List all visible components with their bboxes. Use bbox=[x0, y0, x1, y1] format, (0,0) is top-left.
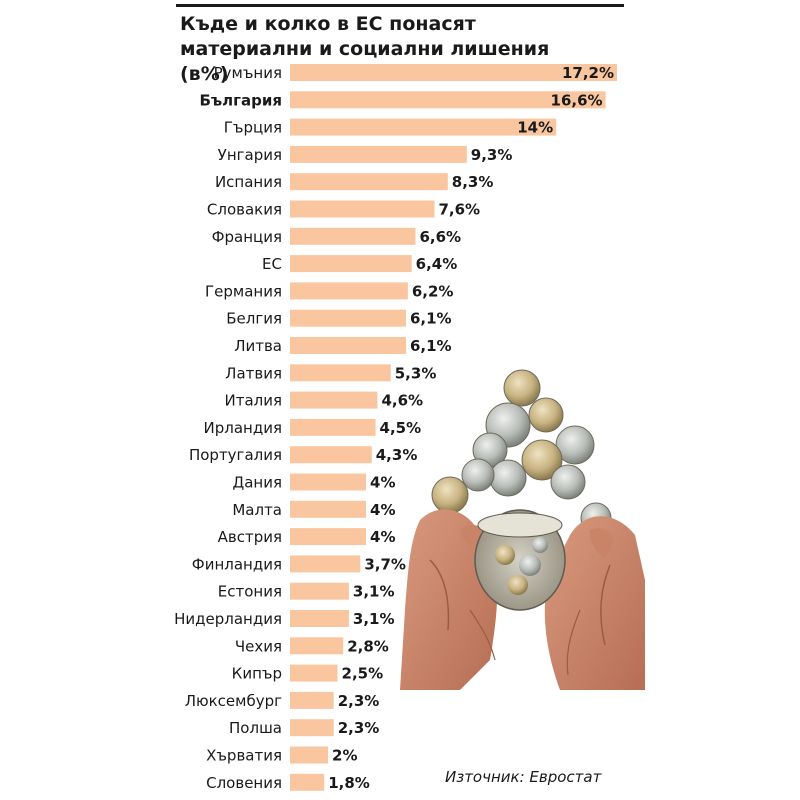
value-label: 2,3% bbox=[338, 719, 380, 737]
category-label: Словакия bbox=[207, 201, 282, 219]
value-label: 4,5% bbox=[380, 419, 422, 437]
bar-3 bbox=[290, 145, 467, 163]
category-label: Австрия bbox=[218, 528, 282, 546]
category-label: Румъния bbox=[214, 64, 282, 82]
bar-1 bbox=[290, 91, 606, 109]
bar-14 bbox=[290, 446, 372, 464]
bar-0 bbox=[290, 64, 617, 81]
chart-title: Къде и колко в ЕС понасят материални и с… bbox=[180, 13, 550, 85]
category-label: България bbox=[199, 91, 282, 109]
bar-8 bbox=[290, 282, 408, 300]
bar-26 bbox=[290, 773, 325, 791]
value-label: 14% bbox=[517, 119, 553, 137]
bar-17 bbox=[290, 528, 367, 546]
value-label: 6,2% bbox=[412, 282, 454, 300]
value-label: 9,3% bbox=[471, 146, 513, 164]
category-label: Ирландия bbox=[204, 419, 282, 437]
bar-22 bbox=[290, 664, 338, 682]
value-label: 17,2% bbox=[562, 64, 614, 82]
category-label: Дания bbox=[233, 474, 283, 492]
bar-20 bbox=[290, 610, 349, 627]
category-label: Чехия bbox=[235, 637, 282, 655]
category-label: Испания bbox=[215, 173, 282, 191]
value-label: 4% bbox=[370, 501, 395, 519]
category-label: Нидерландия bbox=[174, 610, 282, 628]
category-label: Франция bbox=[212, 228, 282, 246]
value-label: 3,7% bbox=[364, 555, 406, 573]
bar-21 bbox=[290, 637, 344, 655]
value-label: 7,6% bbox=[438, 201, 480, 219]
category-label: Гърция bbox=[224, 119, 282, 137]
category-label: Кипър bbox=[232, 665, 282, 683]
value-label: 6,1% bbox=[410, 310, 452, 328]
category-label: Естония bbox=[218, 583, 282, 601]
value-label: 2,5% bbox=[342, 665, 384, 683]
value-label: 6,1% bbox=[410, 337, 452, 355]
value-label: 5,3% bbox=[395, 364, 437, 382]
value-label: 3,1% bbox=[353, 583, 395, 601]
bar-4 bbox=[290, 173, 448, 191]
category-label: Латвия bbox=[225, 364, 282, 382]
bar-25 bbox=[290, 746, 329, 764]
coins-hands-photo bbox=[400, 369, 645, 690]
category-label: Хърватия bbox=[206, 747, 282, 765]
bar-11 bbox=[290, 364, 391, 382]
category-label: Словения bbox=[206, 774, 282, 792]
category-label: Белгия bbox=[226, 310, 282, 328]
value-label: 6,4% bbox=[416, 255, 458, 273]
bar-12 bbox=[290, 391, 378, 409]
source-note: Източник: Евростат bbox=[445, 768, 602, 786]
value-label: 2,3% bbox=[338, 692, 380, 710]
coin-jar bbox=[474, 509, 566, 611]
value-label: 16,6% bbox=[551, 91, 603, 109]
bar-7 bbox=[290, 255, 412, 273]
value-label: 4,6% bbox=[381, 392, 423, 410]
bar-18 bbox=[290, 555, 361, 573]
value-label: 6,6% bbox=[419, 228, 461, 246]
value-label: 3,1% bbox=[353, 610, 395, 628]
value-label: 8,3% bbox=[452, 173, 494, 191]
bar-16 bbox=[290, 500, 367, 518]
bar-24 bbox=[290, 719, 334, 737]
value-label: 1,8% bbox=[328, 774, 370, 792]
bar-23 bbox=[290, 691, 334, 709]
bar-19 bbox=[290, 582, 349, 600]
bar-6 bbox=[290, 227, 416, 245]
value-label: 4,3% bbox=[376, 446, 418, 464]
coin-pile bbox=[431, 369, 612, 534]
category-label: ЕС bbox=[262, 255, 282, 273]
category-label: Полша bbox=[229, 719, 282, 737]
bar-2 bbox=[290, 118, 557, 136]
category-label: Унгария bbox=[218, 146, 282, 164]
bar-10 bbox=[290, 337, 406, 354]
value-label: 2% bbox=[332, 747, 357, 765]
bar-9 bbox=[290, 309, 406, 327]
bar-13 bbox=[290, 418, 376, 436]
top-rule bbox=[176, 4, 624, 7]
value-label: 2,8% bbox=[347, 637, 389, 655]
value-label: 4% bbox=[370, 474, 395, 492]
category-label: Финландия bbox=[192, 555, 282, 573]
category-label: Италия bbox=[224, 392, 282, 410]
value-label: 4% bbox=[370, 528, 395, 546]
category-label: Литва bbox=[234, 337, 282, 355]
category-label: Малта bbox=[232, 501, 282, 519]
category-label: Германия bbox=[205, 282, 282, 300]
bar-5 bbox=[290, 200, 435, 218]
category-label: Люксембург bbox=[185, 692, 282, 710]
bar-15 bbox=[290, 473, 367, 491]
hands bbox=[400, 509, 645, 690]
category-label: Португалия bbox=[189, 446, 282, 464]
